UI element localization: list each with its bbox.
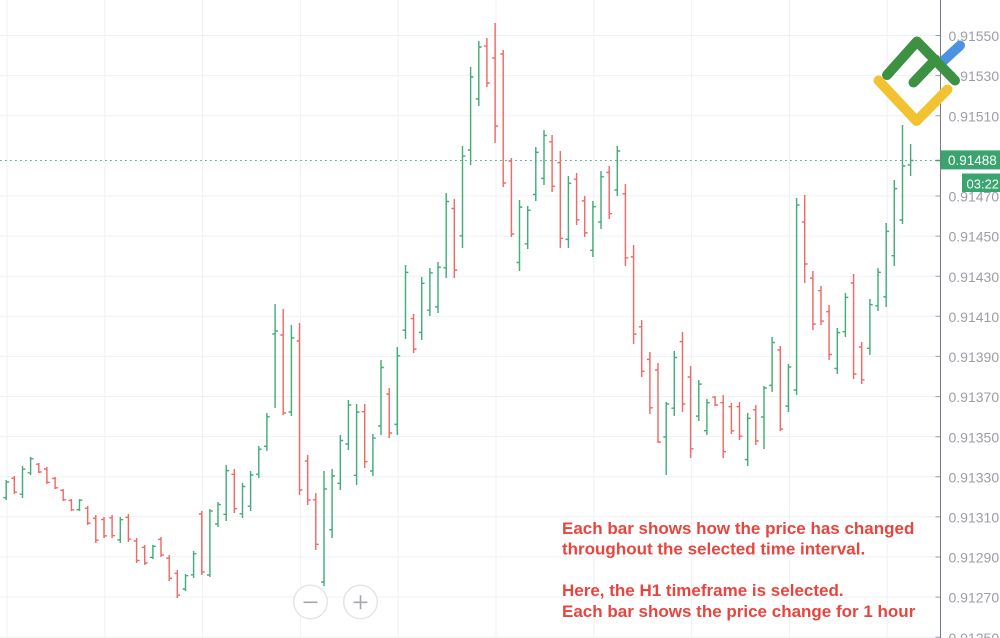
svg-text:0.91470: 0.91470	[949, 189, 1000, 205]
svg-text:0.91350: 0.91350	[949, 429, 1000, 445]
svg-text:0.91410: 0.91410	[949, 309, 1000, 325]
svg-text:0.91270: 0.91270	[949, 590, 1000, 606]
svg-text:0.91510: 0.91510	[949, 108, 1000, 124]
svg-text:0.91550: 0.91550	[949, 28, 1000, 44]
svg-text:0.91390: 0.91390	[949, 349, 1000, 365]
svg-text:03:22: 03:22	[967, 177, 1000, 192]
svg-text:0.91430: 0.91430	[949, 269, 1000, 285]
svg-text:0.91310: 0.91310	[949, 510, 1000, 526]
svg-text:0.91290: 0.91290	[949, 550, 1000, 566]
svg-text:0.91488: 0.91488	[948, 153, 997, 168]
svg-text:0.91450: 0.91450	[949, 229, 1000, 245]
svg-text:Each bar shows how the price h: Each bar shows how the price has changed	[562, 519, 914, 538]
svg-text:Each bar shows the price chang: Each bar shows the price change for 1 ho…	[562, 602, 916, 621]
svg-text:0.91370: 0.91370	[949, 389, 1000, 405]
svg-text:Here, the H1 timeframe is sele: Here, the H1 timeframe is selected.	[562, 581, 844, 600]
svg-text:0.91250: 0.91250	[949, 630, 1000, 638]
svg-text:0.91330: 0.91330	[949, 469, 1000, 485]
svg-text:throughout the selected time i: throughout the selected time interval.	[562, 540, 865, 559]
svg-text:0.91530: 0.91530	[949, 68, 1000, 84]
